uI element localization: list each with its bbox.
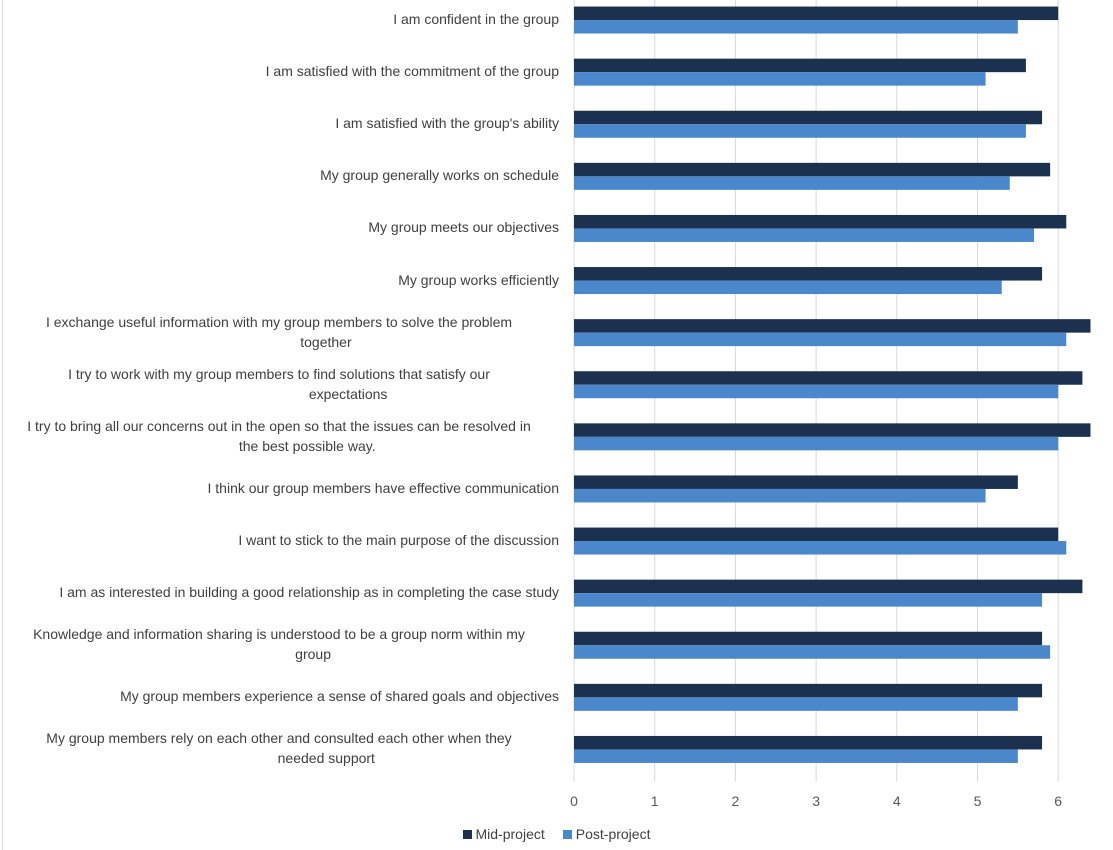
category-label-line: group — [295, 646, 331, 663]
bar-post-project-6 — [574, 280, 1002, 295]
bar-mid-project-8 — [574, 371, 1083, 385]
bar-mid-project-2 — [574, 58, 1026, 73]
bar-mid-project-11 — [574, 527, 1059, 542]
x-tick-label: 0 — [570, 793, 578, 809]
bar-post-project-2 — [574, 72, 986, 86]
x-tick-label: 1 — [651, 793, 659, 809]
bar-mid-project-4 — [574, 162, 1051, 177]
category-label-line: I exchange useful information with my gr… — [45, 313, 513, 330]
legend-swatch-mid-project — [462, 829, 472, 839]
category-label: Knowledge and information sharing is und… — [0, 624, 559, 664]
chart-frame-border — [2, 0, 3, 850]
bar-post-project-5 — [574, 228, 1034, 242]
x-tick-label: 4 — [893, 793, 901, 809]
bar-mid-project-5 — [574, 214, 1067, 229]
x-tick-label: 3 — [812, 793, 820, 809]
bar-mid-project-15 — [574, 735, 1043, 750]
category-label: I try to work with my group members to f… — [0, 364, 559, 404]
category-label-line: expectations — [308, 385, 388, 402]
legend-label-mid-project: Mid-project — [475, 826, 545, 842]
category-label-line: I am satisfied with the commitment of th… — [265, 63, 559, 80]
category-label-line: My group members rely on each other and … — [46, 730, 512, 747]
bar-mid-project-12 — [574, 579, 1083, 594]
bar-post-project-9 — [574, 436, 1059, 451]
category-label: My group works efficiently — [0, 270, 559, 290]
bar-mid-project-14 — [574, 683, 1043, 698]
bars — [574, 6, 1091, 763]
bar-post-project-15 — [574, 749, 1018, 763]
bar-post-project-11 — [574, 541, 1067, 555]
category-label: I try to bring all our concerns out in t… — [0, 416, 559, 456]
bar-post-project-3 — [574, 124, 1026, 138]
category-label-line: the best possible way. — [238, 437, 376, 454]
category-label: I am confident in the group — [0, 9, 559, 29]
category-label-line: together — [300, 333, 352, 350]
legend: Mid-project Post-project — [0, 826, 1113, 842]
bar-mid-project-10 — [574, 475, 1018, 489]
bar-post-project-1 — [574, 20, 1018, 34]
bar-post-project-12 — [574, 593, 1043, 607]
bar-post-project-13 — [574, 645, 1051, 659]
legend-item-post-project: Post-project — [562, 826, 651, 842]
bar-mid-project-6 — [574, 267, 1043, 281]
x-tick-label: 5 — [974, 793, 982, 809]
category-label-line: My group works efficiently — [398, 271, 559, 288]
category-label: I exchange useful information with my gr… — [0, 312, 559, 352]
bar-mid-project-7 — [574, 319, 1091, 333]
legend-item-mid-project: Mid-project — [462, 826, 545, 842]
category-label-line: I am confident in the group — [393, 11, 559, 28]
bar-post-project-7 — [574, 332, 1067, 347]
category-label: I am as interested in building a good re… — [0, 582, 559, 602]
category-label-line: needed support — [277, 750, 375, 767]
bar-post-project-14 — [574, 697, 1018, 711]
bar-mid-project-9 — [574, 423, 1091, 437]
category-label-line: My group generally works on schedule — [320, 167, 559, 184]
bar-post-project-4 — [574, 176, 1010, 190]
category-label-line: I am as interested in building a good re… — [59, 584, 559, 601]
category-label: I am satisfied with the group's ability — [0, 113, 559, 133]
category-label: I think our group members have effective… — [0, 478, 559, 498]
category-label: My group generally works on schedule — [0, 165, 559, 185]
legend-swatch-post-project — [562, 829, 572, 839]
category-label-line: I want to stick to the main purpose of t… — [238, 532, 559, 549]
bar-mid-project-13 — [574, 631, 1043, 646]
x-axis-ticks: 0 1 2 3 4 5 6 — [570, 793, 1062, 809]
legend-label-post-project: Post-project — [575, 826, 651, 842]
category-label-line: I am satisfied with the group's ability — [335, 115, 559, 132]
x-tick-label: 6 — [1054, 793, 1062, 809]
category-label: I want to stick to the main purpose of t… — [0, 530, 559, 550]
x-tick-label: 2 — [732, 793, 740, 809]
category-label-line: Knowledge and information sharing is und… — [33, 626, 525, 643]
bar-mid-project-3 — [574, 110, 1043, 125]
bar-post-project-10 — [574, 488, 986, 503]
category-label-line: I try to work with my group members to f… — [68, 365, 490, 382]
category-label-line: My group members experience a sense of s… — [120, 688, 559, 705]
category-label-line: I think our group members have effective… — [207, 479, 559, 496]
category-label: I am satisfied with the commitment of th… — [0, 61, 559, 81]
bar-post-project-8 — [574, 384, 1059, 399]
category-label: My group members experience a sense of s… — [0, 686, 559, 706]
category-label-line: My group meets our objectives — [368, 219, 559, 236]
category-label: My group meets our objectives — [0, 217, 559, 237]
category-label-line: I try to bring all our concerns out in t… — [27, 417, 531, 434]
category-label: My group members rely on each other and … — [0, 728, 559, 768]
bar-mid-project-1 — [574, 6, 1059, 21]
